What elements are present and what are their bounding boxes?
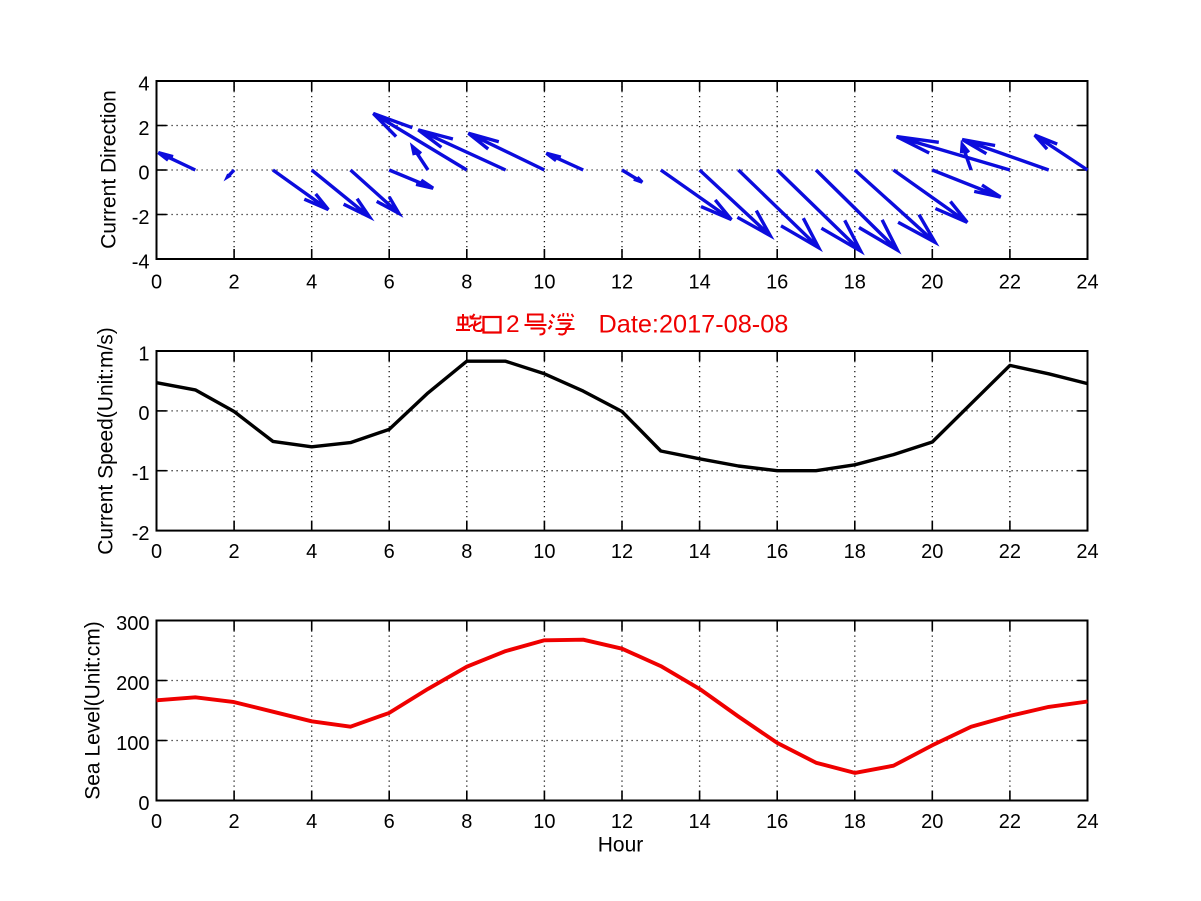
svg-text:24: 24 <box>1076 541 1098 563</box>
svg-text:2: 2 <box>229 271 240 293</box>
svg-text:8: 8 <box>461 811 472 833</box>
svg-text:0: 0 <box>151 541 162 563</box>
svg-text:Date:2017-08-08: Date:2017-08-08 <box>599 311 789 339</box>
svg-text:24: 24 <box>1076 811 1098 833</box>
svg-text:0: 0 <box>138 403 149 425</box>
svg-text:2: 2 <box>138 118 149 140</box>
svg-text:4: 4 <box>306 541 317 563</box>
svg-text:Hour: Hour <box>598 834 644 857</box>
svg-text:Current Direction: Current Direction <box>98 90 121 249</box>
svg-text:2: 2 <box>229 541 240 563</box>
svg-text:4: 4 <box>306 811 317 833</box>
svg-text:16: 16 <box>766 811 788 833</box>
svg-text:18: 18 <box>844 271 866 293</box>
svg-text:24: 24 <box>1076 271 1098 293</box>
svg-text:14: 14 <box>688 541 710 563</box>
svg-text:-2: -2 <box>132 207 150 229</box>
svg-text:10: 10 <box>533 811 555 833</box>
svg-text:0: 0 <box>138 162 149 184</box>
svg-text:16: 16 <box>766 271 788 293</box>
svg-text:14: 14 <box>688 271 710 293</box>
svg-text:Sea Level(Unit:cm): Sea Level(Unit:cm) <box>82 621 105 800</box>
svg-text:Current Speed(Unit:m/s): Current Speed(Unit:m/s) <box>95 327 118 555</box>
svg-text:8: 8 <box>461 271 472 293</box>
svg-text:18: 18 <box>844 541 866 563</box>
svg-text:12: 12 <box>611 271 633 293</box>
svg-text:22: 22 <box>999 811 1021 833</box>
svg-text:-1: -1 <box>132 463 150 485</box>
svg-text:10: 10 <box>533 271 555 293</box>
svg-text:16: 16 <box>766 541 788 563</box>
svg-text:-4: -4 <box>132 251 150 273</box>
svg-text:22: 22 <box>999 541 1021 563</box>
svg-text:4: 4 <box>138 73 149 95</box>
svg-text:22: 22 <box>999 271 1021 293</box>
svg-text:20: 20 <box>921 271 943 293</box>
svg-text:14: 14 <box>688 811 710 833</box>
svg-text:12: 12 <box>611 541 633 563</box>
svg-text:8: 8 <box>461 541 472 563</box>
svg-text:6: 6 <box>384 811 395 833</box>
svg-text:0: 0 <box>138 793 149 815</box>
svg-text:-2: -2 <box>132 523 150 545</box>
svg-text:0: 0 <box>151 811 162 833</box>
svg-text:6: 6 <box>384 271 395 293</box>
svg-text:10: 10 <box>533 541 555 563</box>
svg-text:0: 0 <box>151 271 162 293</box>
svg-text:1: 1 <box>138 343 149 365</box>
svg-text:20: 20 <box>921 811 943 833</box>
svg-text:300: 300 <box>116 613 149 635</box>
svg-text:100: 100 <box>116 733 149 755</box>
svg-text:12: 12 <box>611 811 633 833</box>
svg-text:200: 200 <box>116 673 149 695</box>
svg-text:4: 4 <box>306 271 317 293</box>
svg-text:2: 2 <box>229 811 240 833</box>
svg-text:6: 6 <box>384 541 395 563</box>
svg-text:18: 18 <box>844 811 866 833</box>
svg-text:2: 2 <box>506 311 520 338</box>
svg-text:20: 20 <box>921 541 943 563</box>
